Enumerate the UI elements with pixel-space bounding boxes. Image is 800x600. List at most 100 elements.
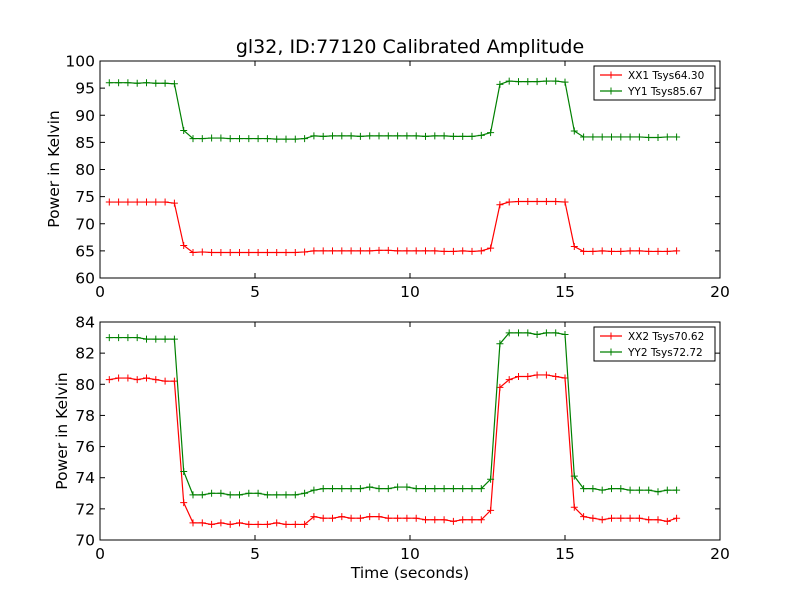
top-series-1-point — [580, 247, 588, 255]
bottom-series-2-point — [626, 486, 634, 494]
bottom-chart: 0 5 10 15 20 70 72 74 76 78 80 82 84 Power in Kelvin… — [53, 314, 730, 583]
top-series-1-point — [180, 241, 188, 249]
top-x-tick-label: 20 — [710, 283, 730, 301]
top-series-2-point — [273, 135, 281, 143]
bottom-series-1-point — [384, 514, 392, 522]
bottom-y-tick-label: 70 — [75, 532, 95, 550]
top-series-1-point — [608, 247, 615, 255]
top-y-tick-label: 80 — [75, 161, 95, 179]
bottom-legend-marker-1 — [607, 332, 615, 340]
top-series-1-point — [496, 201, 504, 209]
bottom-series-1-point — [254, 520, 262, 528]
bottom-series-1-point — [468, 516, 476, 524]
bottom-series-2-point — [263, 491, 271, 499]
top-series-1-point — [394, 247, 402, 255]
top-y-tick-label: 70 — [75, 215, 95, 233]
bottom-series-1-point — [505, 376, 513, 384]
bottom-series-1-point — [301, 520, 309, 528]
top-series-2-point — [412, 132, 420, 140]
bottom-series-2-point — [310, 486, 318, 494]
bottom-series-2-point — [654, 488, 662, 496]
top-series-2-point — [635, 133, 643, 141]
top-series-1-point — [310, 247, 318, 255]
top-series-2-point — [226, 135, 234, 143]
bottom-series-1-point — [347, 514, 355, 522]
top-series-1-point — [170, 199, 178, 207]
bottom-x-tick-label: 10 — [400, 545, 420, 563]
bottom-series-1-point — [115, 374, 123, 382]
top-chart: gl32, ID:77120 Calibrated Amplitude 0 5 10… — [45, 36, 730, 301]
top-series-2-point — [375, 132, 383, 140]
bottom-series-1-point — [217, 519, 225, 527]
bottom-series-2-point — [273, 491, 281, 499]
top-x-tick-label: 10 — [400, 283, 420, 301]
bottom-series-2-point — [477, 485, 485, 493]
bottom-series-1-point — [533, 371, 541, 379]
top-series-2-point — [477, 131, 485, 139]
top-x-tick-label: 5 — [250, 283, 260, 301]
bottom-y-axis-label: Power in Kelvin — [53, 372, 71, 489]
top-series-1-point — [161, 198, 169, 206]
bottom-series-1-point — [170, 377, 178, 385]
bottom-series-2-point — [208, 489, 216, 497]
top-series-2-point — [561, 78, 569, 86]
bottom-series-2-point — [245, 489, 253, 497]
top-series-1-point — [356, 247, 364, 255]
bottom-series-2-point — [496, 340, 504, 348]
bottom-series-2-point — [598, 486, 606, 494]
top-series-1-point — [329, 247, 336, 255]
top-series-2-point — [236, 135, 243, 143]
bottom-series-1-point — [654, 516, 662, 524]
bottom-series-1-point — [617, 514, 625, 522]
top-series-1-point — [477, 247, 485, 255]
top-series-1-point — [431, 247, 439, 255]
bottom-series-2-point — [515, 329, 522, 337]
bottom-series-2-point — [533, 330, 541, 338]
bottom-y-tick-label: 84 — [75, 314, 95, 332]
bottom-series-1-point — [449, 517, 457, 525]
bottom-series-1-point — [570, 503, 578, 511]
top-series-1-point — [440, 247, 448, 255]
top-y-tick-label: 75 — [75, 188, 95, 206]
bottom-series-2-point — [468, 485, 476, 493]
bottom-x-tick-label: 20 — [710, 545, 730, 563]
top-x-tick-label: 0 — [95, 283, 105, 301]
bottom-chart-legend: XX2 Tsys70.62 YY2 Tsys72.72 — [593, 326, 716, 362]
bottom-series-1-point — [422, 516, 429, 524]
top-series-1-point — [375, 246, 383, 254]
bottom-series-2-point — [542, 329, 550, 337]
top-series-1-point — [552, 198, 560, 206]
bottom-series-1-point — [189, 519, 197, 527]
top-series-2-point — [208, 134, 216, 142]
bottom-series-1-point — [598, 516, 606, 524]
bottom-series-2-point — [170, 335, 178, 343]
top-series-1-point — [673, 247, 681, 255]
bottom-series-1-point — [515, 373, 522, 380]
top-series-1-point — [338, 247, 346, 255]
bottom-legend-label-1: XX2 Tsys70.62 — [628, 331, 704, 343]
bottom-y-tick-label: 82 — [75, 345, 95, 363]
bottom-series-1-point — [273, 519, 281, 527]
bottom-series-2-point — [226, 491, 234, 499]
top-series-2-point — [440, 132, 448, 140]
bottom-series-1-point — [403, 514, 411, 522]
bottom-series-2-point — [384, 485, 392, 493]
top-series-2-point — [310, 132, 318, 140]
bottom-series-1-point — [282, 520, 290, 528]
bottom-series-2-point — [329, 485, 336, 493]
top-series-2-point — [329, 132, 336, 140]
bottom-series-2-point — [301, 489, 309, 497]
top-y-tick-label: 85 — [75, 134, 95, 152]
top-y-tick-label: 100 — [65, 53, 95, 71]
bottom-y-tick-label: 78 — [75, 407, 95, 425]
top-series-2-point — [338, 132, 346, 140]
bottom-series-2-point — [189, 491, 197, 499]
top-series-2-point — [570, 127, 578, 135]
top-series-1-point — [263, 249, 271, 257]
top-series-2-point — [515, 78, 522, 86]
top-y-axis-label: Power in Kelvin — [45, 110, 63, 227]
top-series-1-point — [635, 247, 643, 255]
bottom-series-2-point — [347, 485, 355, 493]
top-series-2-point — [245, 135, 253, 143]
top-series-1-point — [366, 247, 374, 255]
